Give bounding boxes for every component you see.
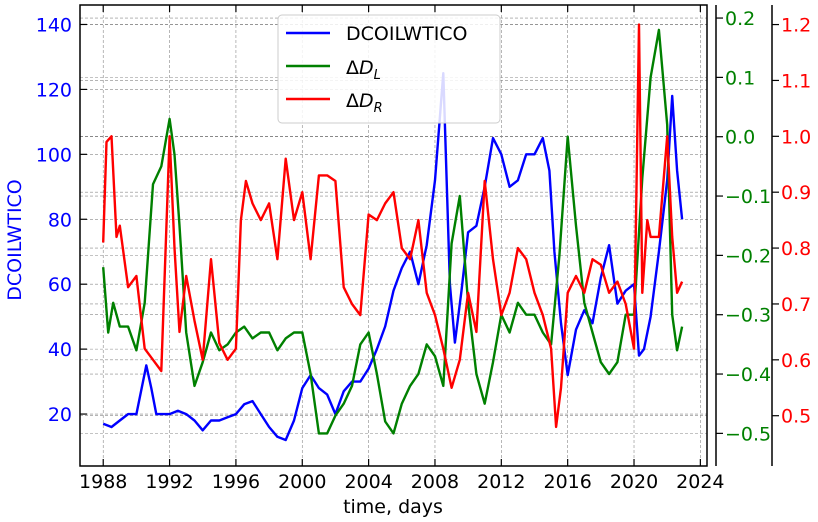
y-tick-label-red: 1.2 (781, 15, 811, 37)
y-tick-label-red: 0.9 (781, 182, 811, 204)
series-layer (102, 23, 684, 442)
y-tick-label-green: −0.5 (725, 423, 771, 445)
x-tick-label: 1992 (145, 471, 193, 493)
y-tick-label-red: 0.8 (781, 238, 811, 260)
grid (80, 5, 707, 466)
y-tick-label-green: −0.1 (725, 186, 771, 208)
y-tick-label-red: 0.5 (781, 406, 811, 428)
y-tick-label-red: 1.1 (781, 70, 811, 92)
y-tick-label-green: 0.1 (725, 67, 755, 89)
y-tick-label-left: 20 (48, 404, 72, 426)
y-tick-label-red: 0.6 (781, 350, 811, 372)
x-tick-label: 2008 (411, 471, 459, 493)
y-axis-title: DCOILWTICO (4, 179, 26, 301)
series-line-dcoilwtico (102, 72, 684, 442)
x-tick-label: 2000 (278, 471, 326, 493)
x-axis-title: time, days (343, 496, 443, 518)
y-tick-label-green: 0.2 (725, 8, 755, 30)
x-tick-label: 2024 (676, 471, 724, 493)
x-tick-label: 1996 (212, 471, 260, 493)
x-tick-label: 2016 (543, 471, 591, 493)
x-tick-label: 1988 (79, 471, 127, 493)
x-tick-label: 2004 (344, 471, 392, 493)
x-tick-label: 2012 (477, 471, 525, 493)
y-tick-label-green: −0.4 (725, 364, 771, 386)
legend-label-dcoilwtico: DCOILWTICO (346, 23, 468, 45)
y-tick-label-left: 40 (48, 339, 72, 361)
y-tick-label-left: 140 (36, 14, 72, 36)
y-tick-label-left: 80 (48, 209, 72, 231)
y-tick-label-red: 1.0 (781, 126, 811, 148)
y-tick-label-green: −0.2 (725, 245, 771, 267)
y-tick-label-left: 60 (48, 274, 72, 296)
axes-layer: 1988 1992 1996 2000 2004 2008 2012 2016 2020 2024… (36, 5, 811, 493)
series-line-delta-dl (102, 28, 684, 435)
y-tick-label-red: 0.7 (781, 294, 811, 316)
x-tick-label: 2020 (610, 471, 658, 493)
legend-box (277, 14, 501, 124)
series-line-delta-dr (102, 23, 684, 429)
y-tick-label-green: 0.0 (725, 127, 755, 149)
y-tick-label-green: −0.3 (725, 305, 771, 327)
y-tick-label-left: 100 (36, 144, 72, 166)
plot-frame (79, 4, 708, 467)
y-tick-label-left: 120 (36, 79, 72, 101)
legend: DCOILWTICO ΔDL ΔDR (277, 14, 501, 124)
